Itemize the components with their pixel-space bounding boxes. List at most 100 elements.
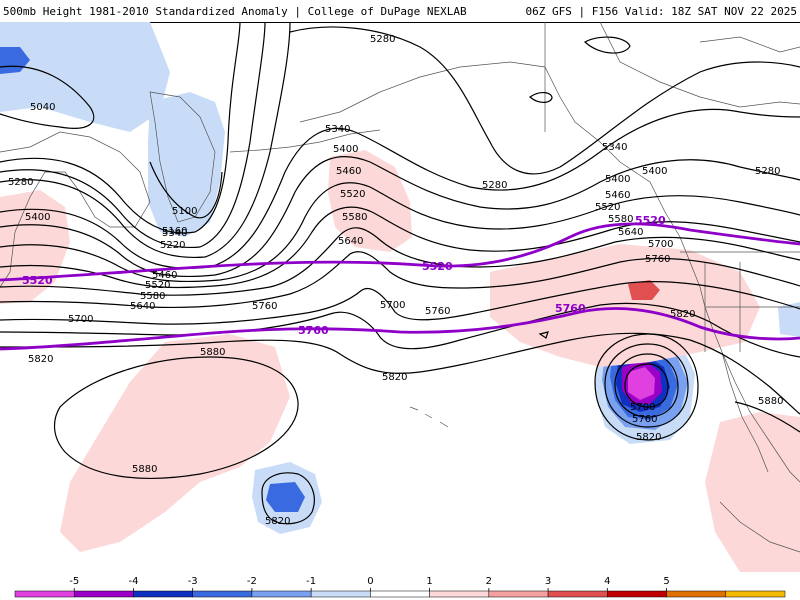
legend-tick-label: -3 — [188, 576, 198, 587]
ref-label: 5520 — [422, 260, 453, 273]
contour-label: 5520 — [595, 202, 620, 213]
legend-color-box — [133, 590, 193, 598]
contour-label: 5820 — [382, 372, 407, 383]
coastline-baja — [721, 351, 769, 473]
legend-color-box — [370, 590, 430, 598]
coastline-alaska — [299, 61, 681, 238]
contour-label: 5760 — [632, 414, 657, 425]
contour-5280-loop — [289, 26, 800, 175]
contour-label: 5400 — [25, 212, 50, 223]
contour-label: 5280 — [482, 180, 507, 191]
contour-low-ring-3 — [614, 353, 679, 418]
contour-label: 5160 — [162, 226, 187, 237]
contour-label: 5820 — [28, 354, 53, 365]
contour-5100 — [149, 161, 223, 219]
negative-anomaly-region — [148, 92, 225, 237]
legend-color-box — [192, 590, 253, 598]
contour-label: 5460 — [336, 166, 361, 177]
coastlines — [0, 22, 800, 553]
legend-tick-label: -4 — [128, 576, 138, 587]
contour-low-ring-1 — [594, 333, 699, 441]
contour-small-loop — [538, 331, 549, 339]
contour-label: 5460 — [152, 270, 177, 281]
reference-contour-5520 — [0, 222, 800, 282]
ref-label: 5520 — [22, 274, 53, 287]
contour-label: 5400 — [642, 166, 667, 177]
contour-label: 5460 — [605, 190, 630, 201]
positive-anomaly-region — [490, 244, 760, 367]
contour-label: 5340 — [325, 124, 350, 135]
reference-contour-5760 — [0, 307, 800, 351]
contour-small-loop — [529, 92, 553, 103]
contour-5040 — [0, 65, 95, 129]
contour-5760-east — [599, 302, 800, 358]
legend-tick-label: -5 — [69, 576, 79, 587]
legend-ticks: -5 -4 -3 -2 -1 0 1 2 3 4 5 — [69, 576, 670, 591]
contour-5580 — [0, 227, 800, 296]
contour-label: 5760 — [425, 306, 450, 317]
positive-anomaly-region — [628, 280, 660, 300]
contour-label: 5700 — [380, 300, 405, 311]
coastline-aleutians — [229, 129, 381, 153]
contour-5700 — [0, 281, 800, 325]
negative-anomaly-region — [266, 482, 305, 512]
contour-label: 5280 — [370, 34, 395, 45]
contour-label: 5220 — [160, 240, 185, 251]
contour-label: 5760 — [645, 254, 670, 265]
contour-5760-west — [0, 304, 601, 350]
ref-label: 5760 — [298, 324, 329, 337]
color-scale-legend: -5 -4 -3 -2 -1 0 1 2 3 4 5 — [0, 572, 800, 600]
legend-tick-label: -1 — [306, 576, 316, 587]
contour-label: 5640 — [618, 227, 643, 238]
coastline-asia — [0, 131, 151, 288]
contour-label: 5640 — [338, 236, 363, 247]
legend-color-box — [429, 590, 490, 598]
contour-label: 5820 — [265, 516, 290, 527]
contour-label: 5580 — [342, 212, 367, 223]
contour-label: 5580 — [608, 214, 633, 225]
contour-5820 — [0, 332, 800, 415]
legend-color-boxes — [14, 590, 786, 598]
contour-label: 5340 — [602, 142, 627, 153]
contour-label: 5880 — [200, 347, 225, 358]
contour-label: 5280 — [8, 177, 33, 188]
legend-color-box — [725, 590, 786, 598]
legend-color-box — [73, 590, 134, 598]
contour-label: 5640 — [130, 301, 155, 312]
legend-tick-label: -2 — [247, 576, 257, 587]
contour-label: 5520 — [145, 280, 170, 291]
contour-labels: 5040 5280 5100 5160 5220 5340 5400 5460 … — [8, 34, 783, 527]
legend-tick-label: 4 — [604, 576, 610, 587]
contour-label: 5100 — [172, 206, 197, 217]
contour-label: 5760 — [252, 301, 277, 312]
contour-5400 — [0, 155, 800, 278]
negative-anomaly-shading — [0, 22, 800, 534]
legend-color-box — [251, 590, 312, 598]
legend-color-box — [547, 590, 608, 598]
legend-tick-label: 1 — [426, 576, 432, 587]
contour-5160 — [0, 22, 241, 234]
contour-label: 5880 — [132, 464, 157, 475]
negative-anomaly-region — [0, 22, 170, 132]
contour-label: 5700 — [68, 314, 93, 325]
legend-tick-label: 3 — [545, 576, 551, 587]
title-bar: 500mb Height 1981-2010 Standardized Anom… — [0, 0, 800, 23]
positive-anomaly-region — [328, 150, 412, 252]
map-title: 500mb Height 1981-2010 Standardized Anom… — [3, 5, 467, 18]
contour-low-ring-2 — [604, 343, 689, 428]
contour-5340 — [0, 108, 800, 269]
contour-label: 5520 — [340, 189, 365, 200]
contour-5820-low — [261, 472, 315, 525]
contour-label: 5040 — [30, 102, 55, 113]
contour-small-loop — [583, 36, 631, 54]
coastline-hudson — [699, 36, 800, 53]
coastline-mexico — [719, 501, 800, 553]
contour-label: 5400 — [605, 174, 630, 185]
coastline-hawaii — [409, 406, 449, 428]
contour-label: 5340 — [162, 228, 187, 239]
legend-color-box — [488, 590, 549, 598]
positive-anomaly-region — [0, 190, 70, 304]
ref-label: 5760 — [555, 302, 586, 315]
legend-tick-label: 2 — [486, 576, 492, 587]
height-contours — [0, 22, 800, 525]
